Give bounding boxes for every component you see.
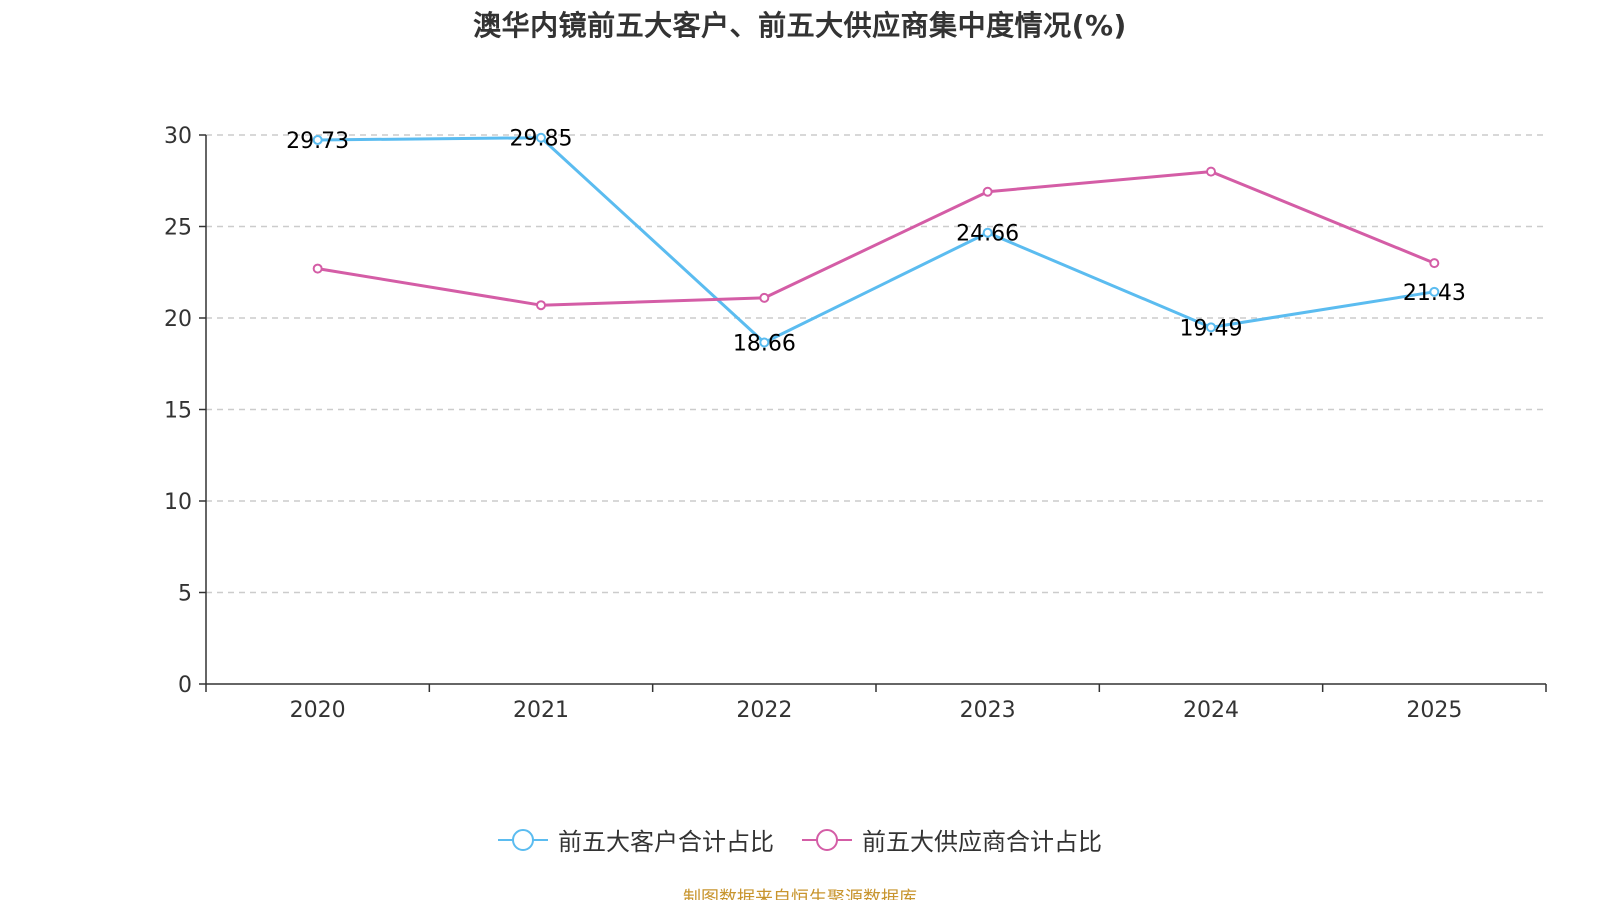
- grid-layer: [206, 134, 1546, 594]
- series-0-point-2023[interactable]: [982, 227, 993, 238]
- series-0-point-2024[interactable]: [1206, 322, 1216, 333]
- series-0-point-2020[interactable]: [312, 134, 323, 145]
- legend-customers-label: 前五大客户合计占比: [558, 828, 774, 856]
- legend-customers-swatch-icon: [498, 828, 548, 851]
- legend: 前五大客户合计占比 前五大供应商合计占比: [0, 822, 1600, 857]
- legend-suppliers-swatch-icon: [802, 828, 852, 851]
- series-1-point-2024[interactable]: [1206, 166, 1216, 177]
- data-label-2024: 19.49: [1180, 316, 1243, 341]
- data-label-2022: 18.66: [733, 332, 796, 357]
- data-label-2023: 24.66: [956, 222, 1019, 247]
- y-tick-label-30: 30: [164, 124, 192, 149]
- x-tick-label-2023: 2023: [960, 698, 1016, 723]
- y-tick-label-20: 20: [164, 307, 192, 332]
- label-layer: 29.73 29.85 18.66 24.66 19.49 21.43: [286, 127, 1466, 357]
- y-tick-label-15: 15: [164, 399, 192, 424]
- y-tick-label-0: 0: [178, 673, 192, 698]
- series-1-point-2022[interactable]: [759, 292, 770, 303]
- data-label-2025: 21.43: [1403, 281, 1466, 306]
- x-tick-label-2025: 2025: [1406, 698, 1462, 723]
- legend-suppliers-label: 前五大供应商合计占比: [862, 828, 1102, 856]
- data-label-2020: 29.73: [286, 129, 349, 154]
- source-note: 制图数据来自恒生聚源数据库: [683, 888, 917, 900]
- series-layer: [312, 132, 1440, 348]
- x-tick-label-2022: 2022: [736, 698, 792, 723]
- series-1-point-2023[interactable]: [982, 186, 993, 197]
- y-tick-label-5: 5: [178, 582, 192, 607]
- series-1-point-2021[interactable]: [536, 300, 546, 311]
- x-tick-label-2020: 2020: [290, 698, 346, 723]
- legend-item-suppliers[interactable]: 前五大供应商合计占比: [802, 822, 1102, 857]
- series-0-point-2025[interactable]: [1429, 286, 1440, 297]
- series-0-point-2022[interactable]: [759, 337, 770, 348]
- y-tick-label-10: 10: [164, 490, 192, 515]
- series-1-point-2025[interactable]: [1429, 258, 1440, 269]
- x-tick-label-2021: 2021: [513, 698, 569, 723]
- data-label-2021: 29.85: [510, 127, 573, 152]
- y-tick-label-25: 25: [164, 216, 192, 241]
- x-tick-label-2024: 2024: [1183, 698, 1239, 723]
- series-line-0: [317, 136, 1435, 345]
- series-1-point-2020[interactable]: [312, 263, 323, 274]
- series-0-point-2021[interactable]: [536, 132, 546, 143]
- legend-item-customers[interactable]: 前五大客户合计占比: [498, 822, 774, 857]
- series-line-1: [317, 170, 1435, 307]
- chart-title: 澳华内镜前五大客户、前五大供应商集中度情况(%): [473, 9, 1127, 42]
